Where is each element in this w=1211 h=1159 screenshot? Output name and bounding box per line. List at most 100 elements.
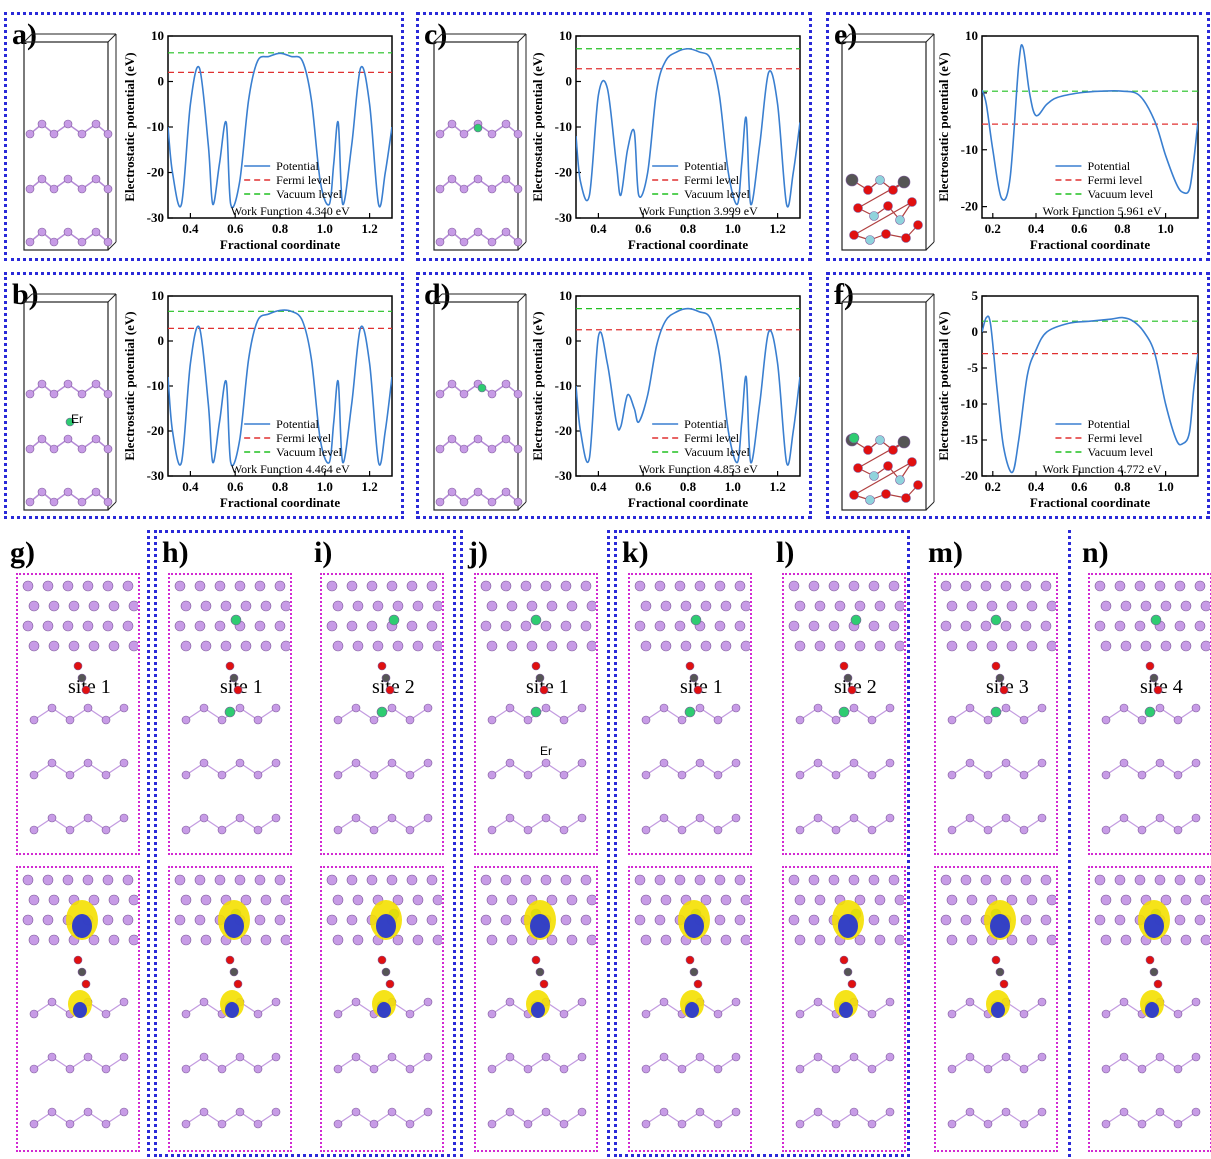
panel-d-box (416, 272, 812, 519)
boron-atom (1006, 934, 1018, 946)
boron-atom (103, 444, 113, 454)
oxygen-atom (913, 480, 923, 490)
boron-atom (566, 640, 578, 652)
boron-atom (1000, 620, 1012, 632)
boron-atom (695, 813, 705, 823)
boron-atom (960, 580, 972, 592)
y-tick-label: -30 (555, 210, 572, 225)
boron-atom (1114, 580, 1126, 592)
boron-atom (1160, 600, 1172, 612)
boron-atom (119, 758, 129, 768)
boron-atom (101, 825, 111, 835)
boron-atom (42, 580, 54, 592)
boron-atom (406, 580, 418, 592)
boron-atom (695, 1107, 705, 1117)
unit-cell (841, 41, 927, 251)
oxygen-atom (225, 955, 235, 965)
boron-atom (695, 758, 705, 768)
carbon-atom (535, 673, 545, 683)
work-function-label: Work Function 4.340 eV (231, 204, 350, 218)
boron-atom (813, 703, 823, 713)
panel-g-charge-density (16, 866, 140, 1152)
boron-atom (714, 874, 726, 886)
boron-atom (674, 580, 686, 592)
boron-atom (577, 1052, 587, 1062)
boron-atom (1137, 1119, 1147, 1129)
boron-atom (83, 1107, 93, 1117)
boron-atom (88, 934, 100, 946)
x-tick-label: 0.4 (182, 479, 199, 494)
boron-atom (65, 825, 75, 835)
boron-atom (47, 703, 57, 713)
boron-atom (260, 640, 272, 652)
boron-atom (966, 600, 978, 612)
boron-atom (181, 825, 191, 835)
boron-atom (541, 758, 551, 768)
boron-atom (1200, 934, 1210, 946)
y-tick-label: -10 (147, 119, 164, 134)
boron-atom (659, 703, 669, 713)
x-tick-label: 1.2 (769, 479, 785, 494)
y-tick-label: -30 (147, 210, 164, 225)
boron-atom (1180, 894, 1192, 906)
chart-e: 10 0 -10 -20 0.2 0.4 0.6 0.8 1.0 Fractional coord… (936, 28, 1199, 252)
boron-atom (1180, 640, 1192, 652)
boron-atom (103, 497, 113, 507)
boron-atom (888, 580, 900, 592)
panel-j-structure (474, 573, 598, 855)
boron-atom (1173, 825, 1183, 835)
boron-atom (49, 184, 59, 194)
panel-g-up-atoms (22, 580, 138, 835)
boron-atom (91, 487, 101, 497)
panel-m-structure (934, 573, 1058, 855)
boron-atom (680, 640, 692, 652)
er-atom (224, 706, 236, 718)
charge-depletion (530, 914, 550, 938)
boron-atom (834, 600, 846, 612)
panel-k-label: k) (622, 536, 649, 569)
boron-atom (48, 894, 60, 906)
boron-atom (586, 894, 596, 906)
boron-atom (677, 1064, 687, 1074)
legend-label: Fermi level (276, 431, 332, 445)
boron-atom (854, 934, 866, 946)
boron-atom (351, 997, 361, 1007)
boron-atom (1194, 580, 1206, 592)
boron-atom (28, 934, 40, 946)
boron-atom (1180, 934, 1192, 946)
boron-atom (1026, 894, 1038, 906)
unit-cell (841, 301, 927, 511)
x-tick-label: 0.6 (227, 221, 244, 236)
boron-atom (423, 1107, 433, 1117)
x-tick-label: 0.6 (227, 479, 244, 494)
boron-atom (523, 1064, 533, 1074)
boron-atom (405, 770, 415, 780)
boron-atom (1174, 580, 1186, 592)
boron-atom (447, 434, 457, 444)
boron-atom (47, 1052, 57, 1062)
boron-atom (523, 825, 533, 835)
x-tick-label: 0.8 (272, 221, 289, 236)
er-atom (848, 432, 860, 444)
panel-n-up-atoms (1094, 580, 1210, 835)
boron-atom (1040, 914, 1052, 926)
boron-atom (486, 640, 498, 652)
boron-atom (1001, 703, 1011, 713)
boron-atom (1094, 914, 1106, 926)
boron-atom (940, 620, 952, 632)
boron-atom (813, 1052, 823, 1062)
boron-atom (1019, 825, 1029, 835)
oxygen-atom (539, 685, 549, 695)
boron-atom (217, 1064, 227, 1074)
oxygen-atom (847, 979, 857, 989)
boron-atom (271, 703, 281, 713)
boron-atom (577, 758, 587, 768)
boron-atom (1101, 1009, 1111, 1019)
carbon-atom (995, 673, 1005, 683)
unit-cell-edge (925, 501, 935, 511)
boron-atom (1173, 1119, 1183, 1129)
boron-atom (828, 620, 840, 632)
panel-m-up-atoms (940, 580, 1056, 835)
panel-g-dn-atoms (22, 874, 138, 1129)
carbon-atom (1149, 673, 1159, 683)
